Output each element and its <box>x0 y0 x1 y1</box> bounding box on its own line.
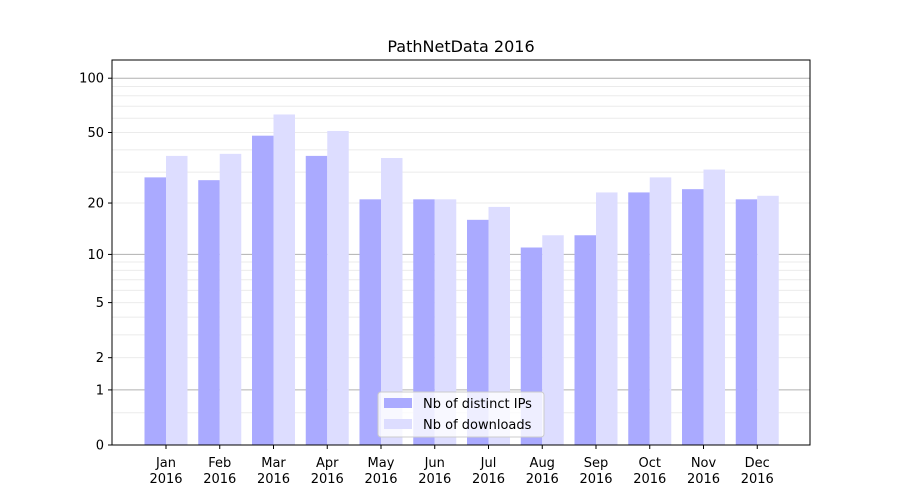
bar-distinct-ips <box>682 189 704 445</box>
x-tick-label: Apr 2016 <box>311 456 344 487</box>
y-tick-label: 100 <box>79 72 104 87</box>
y-tick-label: 20 <box>87 197 104 212</box>
y-tick-label: 50 <box>87 126 104 141</box>
x-tick-label: Oct 2016 <box>633 456 666 487</box>
bar-distinct-ips <box>574 235 596 445</box>
bar-distinct-ips <box>735 199 758 445</box>
bar-distinct-ips <box>359 199 381 445</box>
bar-distinct-ips <box>144 177 166 445</box>
bar-downloads <box>649 177 672 445</box>
bar-distinct-ips <box>198 180 220 445</box>
y-tick-label: 1 <box>96 383 104 398</box>
plot-frame <box>111 59 811 446</box>
x-tick-label: Jun 2016 <box>418 456 451 487</box>
y-tick-label: 10 <box>87 248 104 263</box>
legend: Nb of distinct IPs Nb of downloads <box>377 391 545 438</box>
bar-distinct-ips <box>305 155 328 445</box>
chart-title: PathNetData 2016 <box>387 37 534 56</box>
bar-downloads <box>166 155 188 445</box>
bar-distinct-ips <box>413 199 435 445</box>
bar-distinct-ips <box>467 219 489 445</box>
y-tick-label: 0 <box>96 439 104 454</box>
x-tick-label: Mar 2016 <box>257 456 290 487</box>
bar-downloads <box>488 206 510 445</box>
x-tick-label: May 2016 <box>364 456 397 487</box>
x-tick-label: Aug 2016 <box>526 456 559 487</box>
legend-swatch-ips <box>384 398 412 408</box>
bar-distinct-ips <box>252 135 274 445</box>
bars <box>144 114 779 445</box>
bar-downloads <box>596 192 618 445</box>
legend-label-downloads: Nb of downloads <box>423 418 532 433</box>
bar-downloads <box>381 158 403 445</box>
x-tick-label: Feb 2016 <box>203 456 236 487</box>
x-tick-label: Jan 2016 <box>149 456 182 487</box>
legend-box <box>377 391 545 438</box>
x-tick-label: Jul 2016 <box>472 456 505 487</box>
bar-downloads <box>703 169 725 445</box>
x-tick-label: Sep 2016 <box>579 456 612 487</box>
x-tick-label: Dec 2016 <box>741 456 774 487</box>
x-tick-label: Nov 2016 <box>687 456 720 487</box>
legend-label-ips: Nb of distinct IPs <box>423 397 532 412</box>
bar-downloads <box>757 195 779 445</box>
bar-downloads <box>327 130 349 445</box>
bar-downloads <box>273 114 295 445</box>
x-axis: Jan 2016 Feb 2016 Mar 2016 Apr 2016 May 2016 Jun 20… <box>149 445 774 487</box>
bar-downloads <box>434 199 457 445</box>
bar-distinct-ips <box>628 192 650 445</box>
bar-downloads <box>219 153 242 445</box>
y-axis: 0 1 2 5 10 20 50 100 <box>79 72 112 454</box>
bar-downloads <box>542 235 564 445</box>
y-tick-label: 2 <box>96 351 104 366</box>
legend-swatch-downloads <box>384 419 412 429</box>
y-tick-label: 5 <box>96 296 104 311</box>
